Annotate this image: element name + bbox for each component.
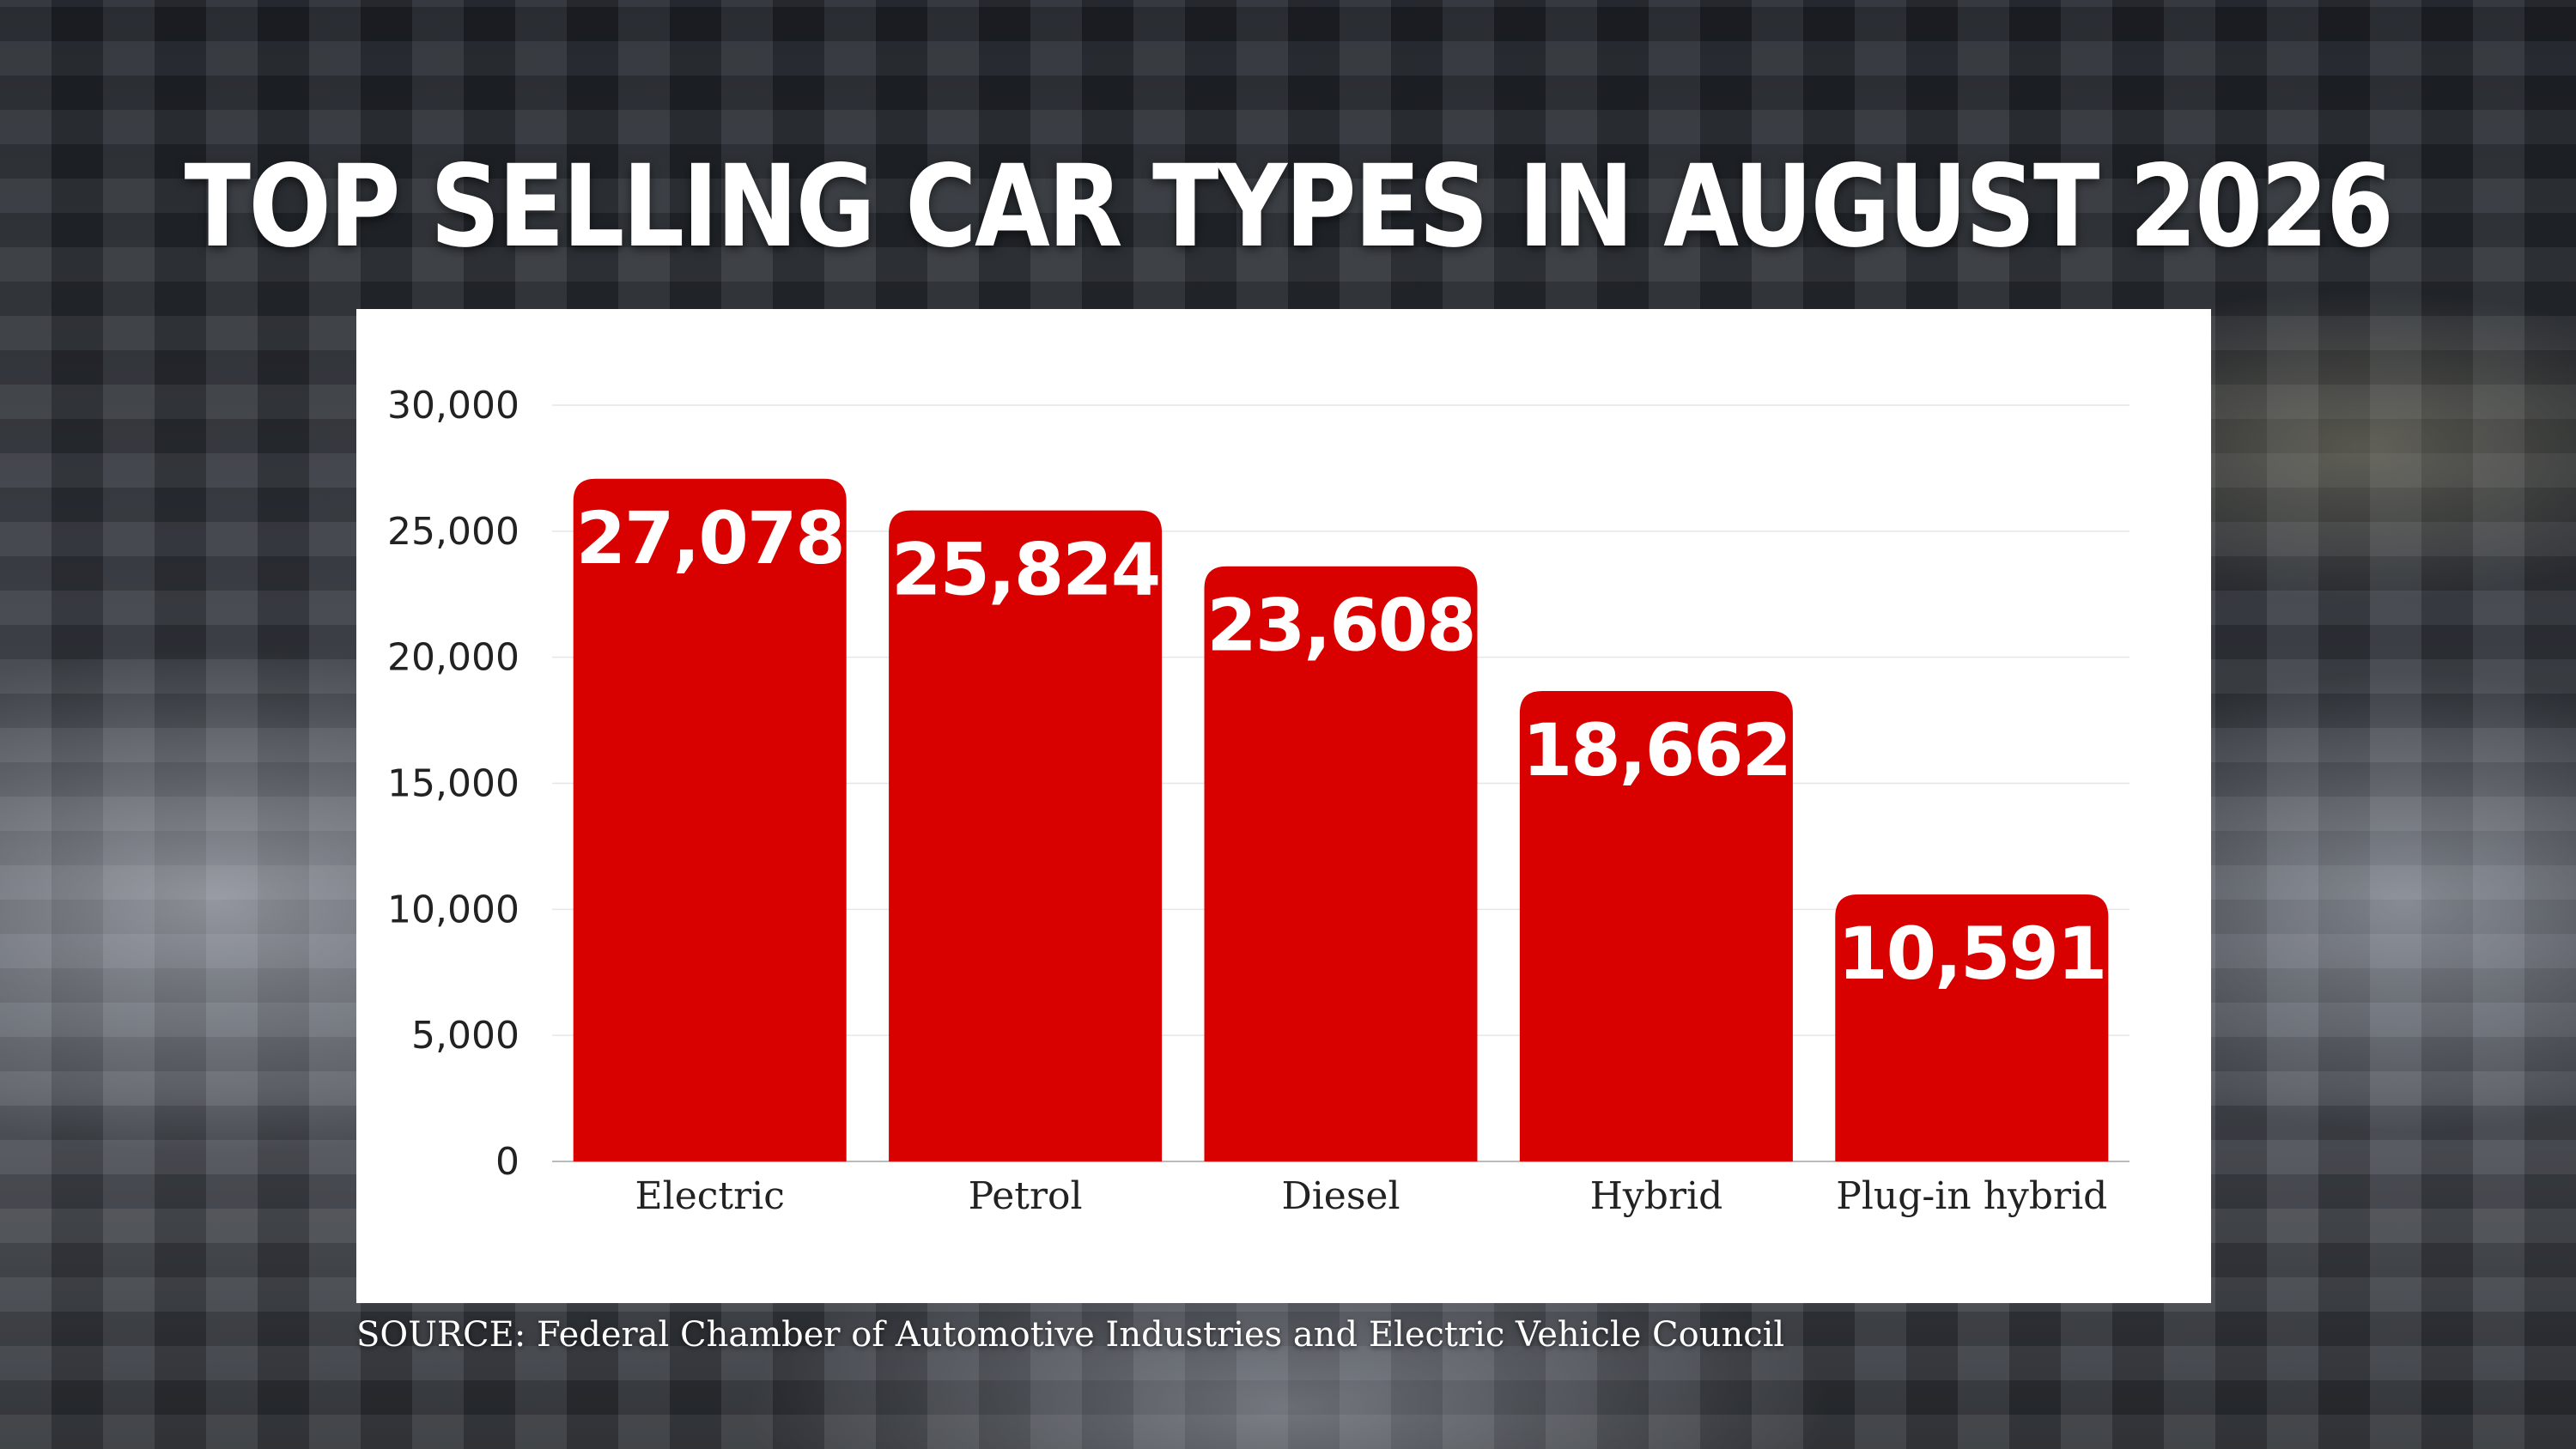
bar-data-label: 25,824	[891, 528, 1159, 612]
x-tick-label: Electric	[635, 1174, 785, 1218]
bar-data-label: 27,078	[576, 496, 844, 580]
y-tick-label: 15,000	[387, 762, 519, 806]
bars: 27,078 25,824 23,608 18,662 10,591	[573, 478, 2109, 1161]
bar	[573, 478, 847, 1161]
x-axis-ticks: Electric Petrol Diesel Hybrid Plug-in hybrid	[635, 1174, 2108, 1218]
bar-data-label: 10,591	[1838, 912, 2105, 996]
x-tick-label: Plug-in hybrid	[1836, 1174, 2107, 1218]
bar-data-label: 18,662	[1522, 708, 1790, 792]
chart-title: TOP SELLING CAR TYPES IN AUGUST 2026	[184, 141, 2394, 273]
y-tick-label: 0	[495, 1140, 519, 1184]
y-tick-label: 30,000	[387, 384, 519, 427]
bar-chart: 0 5,000 10,000 15,000 20,000 25,000 30,000 27,…	[387, 384, 2129, 1218]
source-note: SOURCE: Federal Chamber of Automotive In…	[356, 1315, 1785, 1355]
bar	[1519, 690, 1793, 1161]
x-tick-label: Petrol	[969, 1174, 1083, 1218]
x-tick-label: Hybrid	[1590, 1174, 1723, 1218]
y-tick-label: 25,000	[387, 510, 519, 554]
y-tick-label: 10,000	[387, 888, 519, 931]
y-axis-ticks: 0 5,000 10,000 15,000 20,000 25,000 30,000	[387, 384, 519, 1184]
bar	[889, 510, 1163, 1161]
bar	[1835, 894, 2109, 1161]
bar	[1204, 566, 1478, 1161]
y-tick-label: 20,000	[387, 636, 519, 680]
x-tick-label: Diesel	[1281, 1174, 1400, 1218]
y-tick-label: 5,000	[411, 1014, 519, 1058]
bar-data-label: 23,608	[1206, 584, 1474, 668]
